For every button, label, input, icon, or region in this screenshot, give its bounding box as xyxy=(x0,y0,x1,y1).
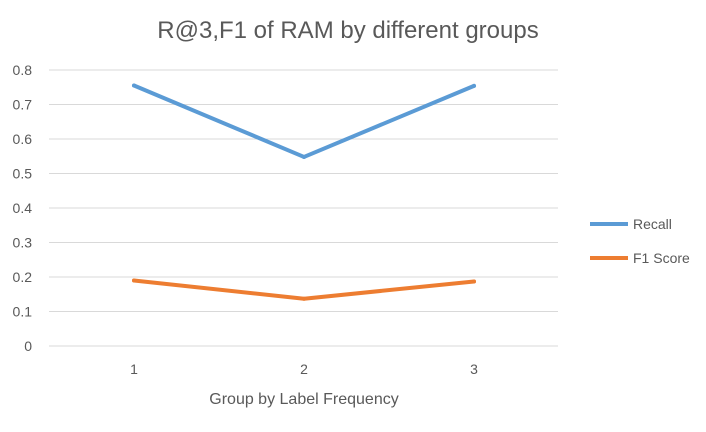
gridlines xyxy=(49,69,558,347)
data-point xyxy=(302,296,306,301)
legend-label: F1 Score xyxy=(633,250,690,266)
y-axis-ticks: 0 0.1 0.2 0.3 0.4 0.5 0.6 0.7 0.8 xyxy=(13,62,33,354)
legend-label: Recall xyxy=(633,216,672,232)
legend: Recall F1 Score xyxy=(590,216,690,266)
y-tick-label: 0.3 xyxy=(13,235,33,251)
y-tick-label: 0.6 xyxy=(13,131,33,147)
y-tick-label: 0.2 xyxy=(13,269,33,285)
x-axis-ticks: 1 2 3 xyxy=(130,361,478,377)
data-point xyxy=(302,154,306,159)
data-point xyxy=(132,83,136,88)
chart-title: R@3,F1 of RAM by different groups xyxy=(157,17,538,44)
y-tick-label: 0.1 xyxy=(13,304,33,320)
y-tick-label: 0 xyxy=(24,338,32,354)
y-tick-label: 0.5 xyxy=(13,166,33,182)
data-point xyxy=(472,83,476,88)
y-tick-label: 0.8 xyxy=(13,62,33,78)
x-tick-label: 3 xyxy=(470,361,478,377)
series-lines xyxy=(132,83,476,301)
series-line-f1-score xyxy=(132,278,476,301)
x-tick-label: 2 xyxy=(300,361,308,377)
series-line-recall xyxy=(132,83,476,159)
y-tick-label: 0.4 xyxy=(13,200,33,216)
x-tick-label: 1 xyxy=(130,361,138,377)
y-tick-label: 0.7 xyxy=(13,97,33,113)
data-point xyxy=(132,278,136,283)
x-axis-label: Group by Label Frequency xyxy=(209,391,398,408)
data-point xyxy=(472,279,476,284)
